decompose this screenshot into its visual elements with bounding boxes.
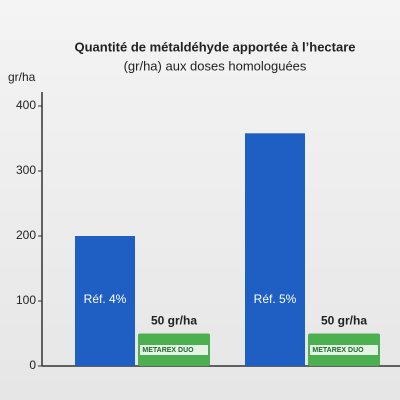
- y-tick-label: 300: [16, 163, 36, 177]
- product-band: [140, 345, 208, 355]
- y-tick-label: 200: [16, 228, 36, 242]
- bar: [75, 236, 135, 366]
- chart-subtitle: (gr/ha) aux doses homologuées: [124, 58, 307, 73]
- chart-title: Quantité de métaldéhyde apportée à l’hec…: [74, 39, 355, 54]
- y-axis-label: gr/ha: [8, 70, 36, 84]
- y-tick-label: 0: [29, 358, 36, 372]
- product-name: METAREX DUO: [312, 347, 364, 354]
- y-tick-label: 400: [16, 98, 36, 112]
- bar-label: Réf. 4%: [84, 292, 127, 306]
- value-label: 50 gr/ha: [321, 314, 367, 328]
- value-label: 50 gr/ha: [151, 314, 197, 328]
- y-tick-label: 100: [16, 293, 36, 307]
- product-name: METAREX DUO: [142, 347, 194, 354]
- product-band: [310, 345, 378, 355]
- bar: [245, 133, 305, 366]
- bar-label: Réf. 5%: [254, 292, 297, 306]
